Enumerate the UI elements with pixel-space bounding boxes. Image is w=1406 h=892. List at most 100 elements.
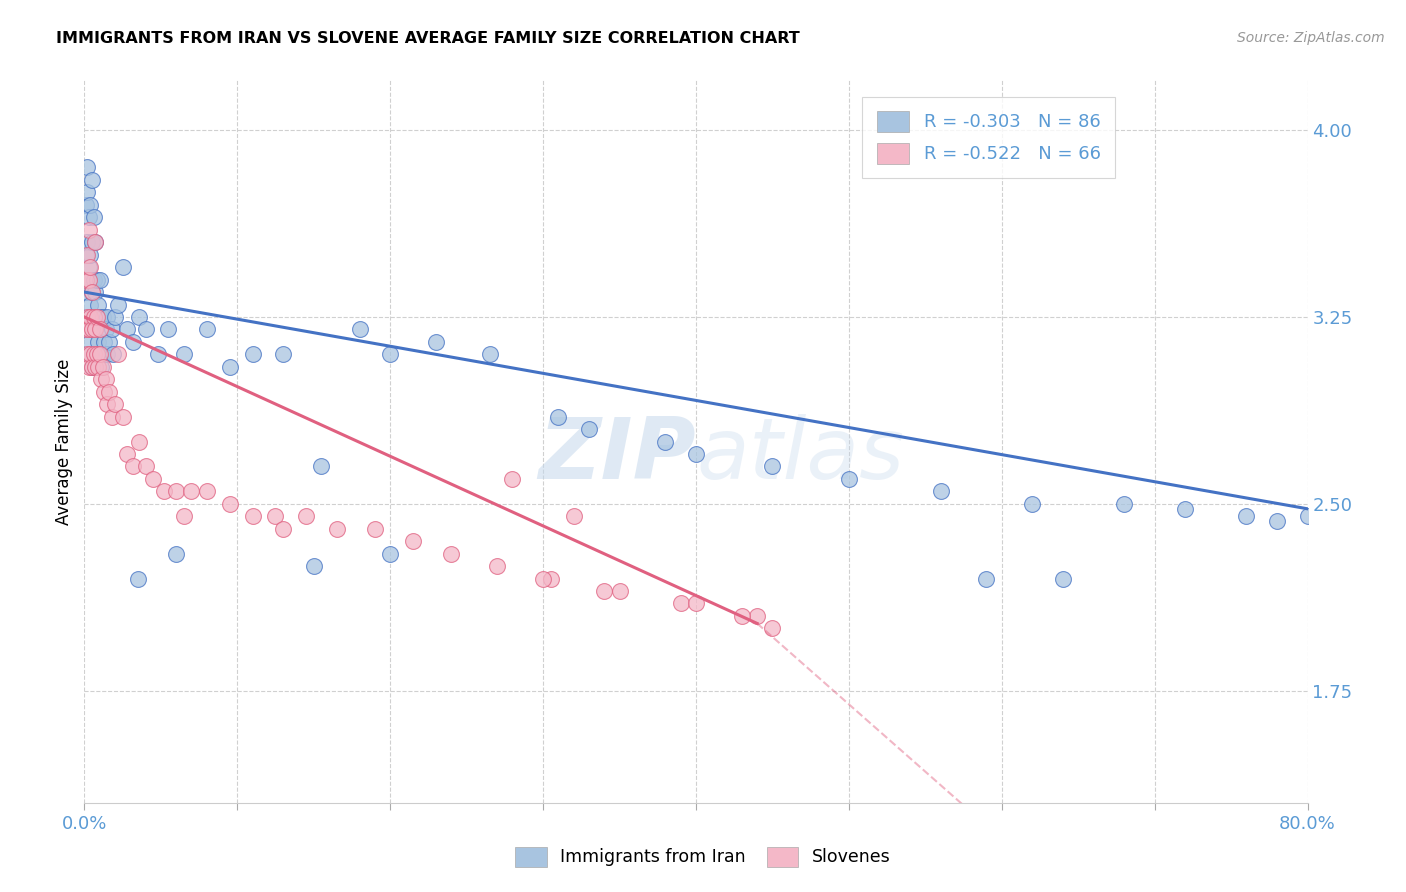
Point [218, 497, 240, 511]
Point [295, 509, 318, 524]
Point [83, 310, 105, 324]
Point [669, 597, 692, 611]
Point [1021, 497, 1043, 511]
Point [1296, 509, 1319, 524]
Point [76, 310, 98, 324]
Point [142, 472, 165, 486]
Point [86, 310, 108, 324]
Point [96, 310, 118, 324]
Point [96, 397, 118, 411]
Point [89, 347, 111, 361]
Point [97, 334, 120, 349]
Point [79, 198, 101, 212]
Point [79, 248, 101, 262]
Point [84, 359, 107, 374]
Point [761, 459, 783, 474]
Point [83, 347, 105, 361]
Point [97, 384, 120, 399]
Point [75, 285, 97, 299]
Point [761, 621, 783, 635]
Point [271, 522, 294, 536]
Point [84, 285, 107, 299]
Point [84, 322, 107, 336]
Point [83, 272, 105, 286]
Point [128, 434, 150, 449]
Point [1052, 572, 1074, 586]
Point [86, 310, 108, 324]
Point [486, 559, 509, 574]
Point [75, 272, 97, 286]
Point [111, 409, 134, 424]
Point [502, 472, 524, 486]
Point [75, 198, 97, 212]
Point [83, 211, 105, 225]
Point [101, 322, 124, 336]
Point [380, 547, 402, 561]
Point [107, 297, 129, 311]
Point [90, 359, 112, 374]
Point [111, 260, 134, 274]
Point [76, 186, 98, 200]
Point [83, 310, 105, 324]
Point [302, 559, 325, 574]
Point [173, 509, 195, 524]
Point [77, 359, 100, 374]
Point [76, 248, 98, 262]
Point [93, 334, 115, 349]
Point [79, 347, 101, 361]
Point [127, 572, 149, 586]
Point [80, 359, 103, 374]
Point [1265, 514, 1288, 528]
Point [146, 347, 169, 361]
Point [80, 322, 103, 336]
Point [80, 235, 103, 250]
Point [153, 484, 176, 499]
Point [77, 211, 100, 225]
Point [654, 434, 676, 449]
Point [77, 322, 100, 336]
Point [83, 347, 105, 361]
Point [976, 572, 998, 586]
Point [195, 322, 218, 336]
Point [685, 447, 707, 461]
Point [79, 334, 101, 349]
Point [76, 347, 98, 361]
Point [325, 522, 347, 536]
Legend: R = -0.303   N = 86, R = -0.522   N = 66: R = -0.303 N = 86, R = -0.522 N = 66 [862, 96, 1115, 178]
Point [75, 322, 97, 336]
Point [1174, 501, 1197, 516]
Point [80, 173, 103, 187]
Text: atlas: atlas [696, 415, 904, 498]
Point [75, 248, 97, 262]
Point [440, 547, 463, 561]
Point [76, 161, 98, 175]
Point [173, 347, 195, 361]
Point [578, 422, 600, 436]
Point [86, 272, 108, 286]
Point [593, 584, 616, 599]
Point [165, 484, 187, 499]
Point [531, 572, 554, 586]
Point [79, 297, 101, 311]
Text: IMMIGRANTS FROM IRAN VS SLOVENE AVERAGE FAMILY SIZE CORRELATION CHART: IMMIGRANTS FROM IRAN VS SLOVENE AVERAGE … [56, 31, 800, 46]
Point [562, 509, 585, 524]
Point [115, 447, 138, 461]
Point [271, 347, 294, 361]
Point [685, 597, 707, 611]
Point [90, 322, 112, 336]
Point [180, 484, 202, 499]
Point [89, 272, 111, 286]
Text: Source: ZipAtlas.com: Source: ZipAtlas.com [1237, 31, 1385, 45]
Point [242, 509, 264, 524]
Point [218, 359, 240, 374]
Point [128, 310, 150, 324]
Text: ZIP: ZIP [538, 415, 696, 498]
Point [77, 223, 100, 237]
Point [87, 334, 110, 349]
Point [77, 272, 100, 286]
Point [93, 384, 115, 399]
Point [547, 409, 569, 424]
Point [107, 347, 129, 361]
Point [311, 459, 333, 474]
Point [89, 310, 111, 324]
